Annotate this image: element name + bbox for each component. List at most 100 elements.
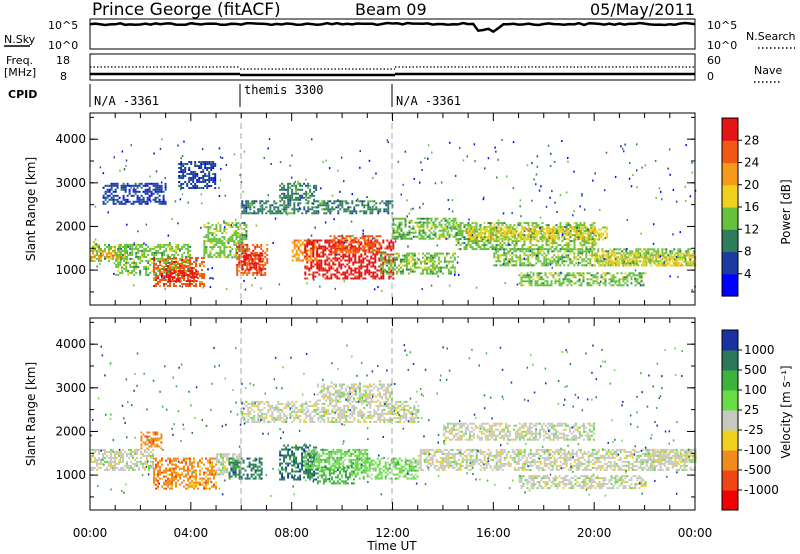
cell-band-15: [471, 242, 474, 245]
cell-band-3: [185, 285, 187, 287]
cell-band-13: [265, 200, 268, 203]
cell-band-20: [154, 186, 157, 189]
cell-band-21: [206, 187, 209, 189]
cell-band-17: [507, 260, 510, 263]
cell-band-16: [530, 238, 533, 241]
cell-band-17: [527, 264, 530, 267]
cell-band-12: [394, 223, 397, 226]
cell-band-6: [266, 243, 269, 246]
cell-band-16: [574, 230, 577, 233]
cell-band-11: [399, 258, 402, 261]
cell-band-17: [499, 254, 502, 257]
cell-band-13: [297, 204, 300, 207]
cell-band-13: [317, 212, 320, 215]
cell-band-10: [331, 239, 334, 242]
cell-band-16: [558, 230, 561, 233]
cell-band-15: [529, 234, 532, 237]
cell-band-14: [287, 198, 290, 201]
cell-band-16: [520, 230, 523, 233]
cell-band-6: [258, 265, 261, 268]
cell-band-15: [585, 246, 588, 249]
cell-band-3: [165, 283, 167, 285]
cell-band-2: [115, 259, 118, 262]
cell-band-20: [116, 184, 119, 187]
cell-band-14: [295, 190, 298, 193]
cell-band-17: [559, 250, 562, 253]
cell-band-17: [513, 250, 516, 253]
cell-band-9: [338, 265, 341, 268]
cell-scatter: [448, 208, 450, 211]
cell-band-19: [620, 258, 623, 261]
cell-band-10: [367, 235, 370, 238]
cell-band-3: [163, 283, 165, 285]
cell-band-16: [510, 226, 513, 229]
cell-band-15: [523, 244, 526, 247]
cell-band-2: [135, 255, 138, 258]
cell-band-20: [110, 188, 113, 191]
cell-band-6: [260, 263, 263, 266]
cell-band-4: [167, 274, 170, 277]
cell-band-15: [551, 242, 554, 245]
cell-scatter: [294, 180, 297, 183]
cell-band-9: [322, 275, 325, 278]
cell-band-15: [583, 244, 586, 247]
cell-band-9: [304, 273, 307, 276]
cell-band-5: [223, 244, 226, 247]
cell-band-20: [146, 190, 149, 193]
cell-band-20: [122, 202, 125, 205]
cell-band-3: [157, 277, 159, 279]
cell-band-16: [576, 238, 579, 241]
cell-band-8: [297, 253, 300, 256]
cell-band-14: [283, 192, 286, 195]
cell-band-2: [161, 243, 164, 246]
cell-band-21: [190, 177, 193, 179]
cell-band-10: [371, 245, 374, 248]
cell-band-17: [537, 254, 540, 257]
cell-band-9: [322, 247, 325, 250]
cell-band-9: [384, 259, 387, 262]
cell-band-4: [191, 272, 194, 275]
cell-band-4: [191, 276, 194, 279]
cell-band-20: [128, 188, 131, 191]
cell-band-2: [167, 253, 170, 256]
cell-band-19: [622, 260, 625, 263]
cell-band-13: [389, 200, 392, 203]
cell-band-20: [114, 188, 117, 191]
cell-band-19: [626, 252, 629, 255]
cell-band-9: [316, 263, 319, 266]
cell-band-5: [207, 240, 210, 243]
cell-band-21: [194, 187, 197, 189]
cell-band-21: [190, 171, 193, 173]
cell-band-20: [158, 190, 161, 193]
cell-band-10: [361, 237, 364, 240]
cell-band-17: [529, 262, 532, 265]
cell-band-14: [283, 196, 286, 199]
cell-band-2: [173, 249, 176, 252]
cell-band-5: [215, 224, 218, 227]
cell-band-10: [345, 249, 348, 252]
cell-band-16: [558, 228, 561, 231]
cell-band-12: [408, 225, 411, 228]
cell-band-3: [159, 269, 161, 271]
cell-band-12: [400, 227, 403, 230]
cell-band-14: [309, 196, 312, 199]
cell-band-15: [457, 230, 460, 233]
cell-band-20: [148, 198, 151, 201]
cell-band-11: [415, 262, 418, 265]
cell-band-8: [301, 253, 304, 256]
cell-band-13: [283, 200, 286, 203]
cell-band-17: [591, 248, 594, 251]
cell-band-5: [235, 236, 238, 239]
cell-band-16: [522, 232, 525, 235]
cell-band-5: [239, 234, 242, 237]
cell-band-6: [236, 271, 239, 274]
cell-band-11: [391, 266, 394, 269]
cell-band-21: [214, 173, 217, 175]
cell-band-16: [476, 238, 479, 241]
cell-band-19: [670, 264, 673, 267]
cell-band-18: [566, 284, 569, 287]
cell-band-13: [365, 212, 368, 215]
cell-band-2: [123, 245, 126, 248]
cell-band-1: [100, 250, 102, 253]
cell-band-15: [477, 242, 480, 245]
